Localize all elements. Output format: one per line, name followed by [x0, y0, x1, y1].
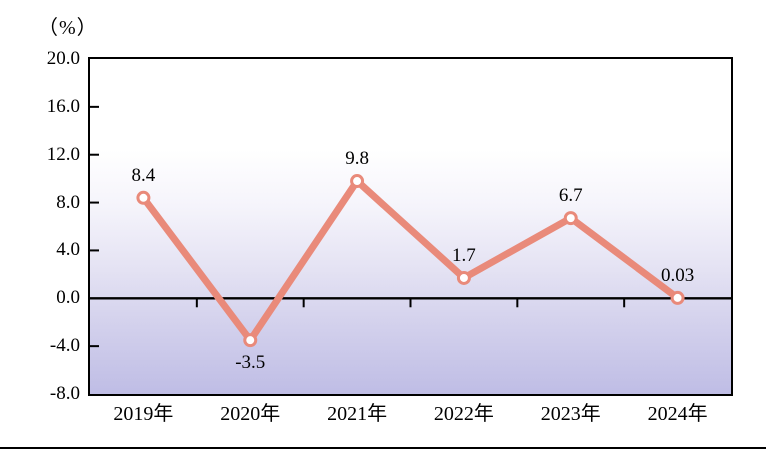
x-category-label: 2022年	[433, 403, 494, 425]
series-line	[139, 177, 682, 344]
x-category-label: 2019年	[113, 403, 174, 425]
y-tick-label: 0.0	[56, 287, 80, 309]
x-category-label: 2024年	[647, 403, 708, 425]
data-point-label: -3.5	[235, 352, 266, 374]
data-point-marker	[243, 333, 258, 348]
y-tick-label: 20.0	[46, 48, 80, 69]
y-tick-label: -4.0	[49, 335, 80, 357]
x-category-label: 2021年	[327, 403, 388, 425]
line-chart-canvas	[90, 105, 731, 348]
y-tick-label: 4.0	[56, 239, 80, 261]
x-category-label: 2020年	[220, 403, 281, 425]
data-point-marker	[563, 211, 578, 226]
x-category-label: 2023年	[540, 403, 601, 425]
y-tick-label: 8.0	[56, 191, 80, 213]
data-point-label: 6.7	[558, 185, 583, 207]
bottom-divider	[0, 447, 766, 449]
plot-area	[88, 57, 733, 396]
data-point-label: 0.03	[660, 264, 695, 286]
y-tick-label: 12.0	[46, 143, 80, 165]
data-point-marker	[670, 290, 685, 305]
data-point-label: 1.7	[452, 244, 476, 266]
y-axis-unit-label: （%）	[38, 17, 98, 39]
data-point-marker	[136, 190, 151, 205]
data-point-marker	[350, 174, 365, 189]
data-point-label: 8.4	[131, 164, 156, 186]
data-point-marker	[456, 270, 471, 285]
data-point-label: 9.8	[345, 148, 369, 170]
y-tick-label: -8.0	[49, 383, 80, 404]
y-tick-label: 16.0	[46, 95, 80, 117]
